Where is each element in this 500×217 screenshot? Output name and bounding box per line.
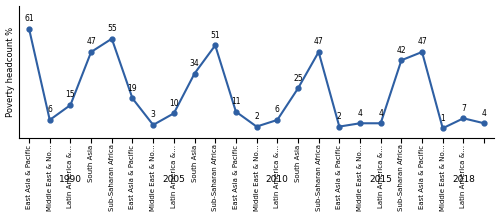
Text: 2018: 2018 bbox=[452, 175, 475, 184]
Text: 4: 4 bbox=[482, 109, 486, 118]
Text: 4: 4 bbox=[358, 109, 362, 118]
Text: 2: 2 bbox=[337, 112, 342, 121]
Text: 47: 47 bbox=[86, 37, 96, 46]
Text: 15: 15 bbox=[66, 90, 75, 99]
Y-axis label: Poverty headcount %: Poverty headcount % bbox=[6, 27, 15, 117]
Text: 61: 61 bbox=[24, 14, 34, 23]
Text: 1990: 1990 bbox=[59, 175, 82, 184]
Text: 25: 25 bbox=[293, 74, 303, 83]
Text: 47: 47 bbox=[417, 37, 427, 46]
Text: 47: 47 bbox=[314, 37, 324, 46]
Text: 2015: 2015 bbox=[369, 175, 392, 184]
Text: 11: 11 bbox=[231, 97, 240, 106]
Text: 51: 51 bbox=[210, 31, 220, 40]
Text: 19: 19 bbox=[128, 84, 138, 93]
Text: 42: 42 bbox=[396, 46, 406, 55]
Text: 6: 6 bbox=[48, 105, 52, 114]
Text: 1: 1 bbox=[440, 114, 445, 123]
Text: 4: 4 bbox=[378, 109, 383, 118]
Text: 6: 6 bbox=[275, 105, 280, 114]
Text: 34: 34 bbox=[190, 59, 200, 68]
Text: 7: 7 bbox=[461, 104, 466, 113]
Text: 55: 55 bbox=[107, 24, 117, 33]
Text: 10: 10 bbox=[169, 99, 178, 108]
Text: 3: 3 bbox=[150, 110, 156, 119]
Text: 2010: 2010 bbox=[266, 175, 288, 184]
Text: 2005: 2005 bbox=[162, 175, 186, 184]
Text: 2: 2 bbox=[254, 112, 259, 121]
